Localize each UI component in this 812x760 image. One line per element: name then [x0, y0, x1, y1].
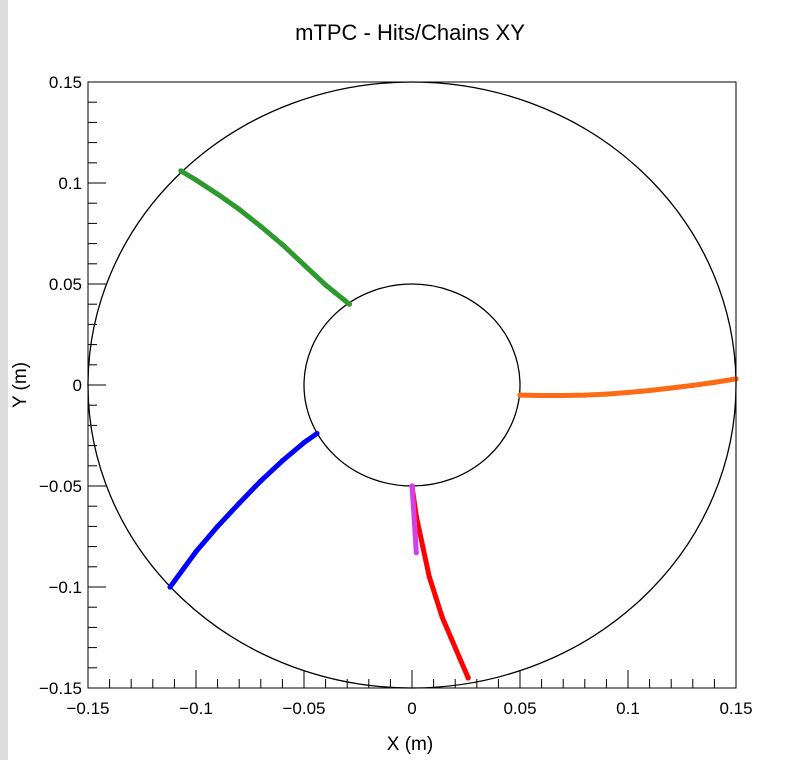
- data-point: [465, 675, 471, 681]
- x-tick-label: −0.05: [282, 699, 325, 718]
- data-point: [690, 382, 696, 389]
- data-point: [314, 430, 320, 437]
- x-tick-label: 0.1: [616, 699, 640, 718]
- data-point: [539, 392, 545, 399]
- data-point: [647, 387, 653, 394]
- inner-circle: [303, 283, 521, 487]
- x-tick-label: 0.05: [503, 699, 536, 718]
- data-point: [178, 168, 184, 174]
- axes-layer: −0.15 −0.1 −0.05 0 0.05 0.1 0.15 −0.15 −0.1 −0.05…: [39, 73, 753, 718]
- data-point: [711, 379, 718, 385]
- data-point: [582, 392, 588, 398]
- data-point: [236, 500, 242, 506]
- data-point: [560, 392, 566, 399]
- data-point: [215, 523, 221, 530]
- y-axis-label: Y (m): [10, 362, 31, 408]
- data-point: [412, 531, 418, 538]
- x-tick-label: 0: [407, 699, 416, 718]
- data-point: [236, 206, 242, 212]
- data-point: [517, 392, 523, 398]
- chart-title: mTPC - Hits/Chains XY: [295, 20, 525, 45]
- series-line-4: [409, 483, 471, 681]
- data-point: [193, 549, 199, 555]
- y-tick-label: −0.05: [39, 477, 82, 496]
- data-point: [215, 191, 221, 197]
- x-tick-label: −0.15: [66, 699, 109, 718]
- data-point: [603, 391, 610, 397]
- plot-pad: [8, 0, 812, 760]
- data-point: [439, 614, 445, 620]
- y-tick-label: −0.15: [39, 679, 82, 698]
- data-point: [279, 242, 285, 248]
- data-point: [448, 634, 454, 641]
- data-point: [258, 223, 264, 230]
- data-point: [410, 499, 416, 505]
- y-tick-label: 0.1: [58, 174, 82, 193]
- data-point: [301, 439, 307, 446]
- data-point: [279, 458, 285, 464]
- data-point: [193, 177, 199, 183]
- data-point: [323, 282, 329, 288]
- data-point: [426, 574, 432, 580]
- series-layer: [167, 168, 739, 681]
- y-tick-label: 0.15: [49, 73, 82, 92]
- x-tick-label: 0.15: [719, 699, 752, 718]
- y-tick-label: −0.1: [48, 578, 82, 597]
- data-point: [420, 544, 426, 550]
- y-tick-label: 0: [73, 376, 82, 395]
- data-point: [258, 478, 264, 484]
- data-point: [409, 483, 415, 489]
- y-tick-label: 0.05: [49, 275, 82, 294]
- data-point: [167, 584, 173, 590]
- x-axis-label: X (m): [387, 734, 433, 755]
- data-point: [456, 655, 463, 661]
- data-point: [433, 594, 439, 600]
- data-point: [411, 515, 417, 521]
- x-tick-label: −0.1: [179, 699, 213, 718]
- data-point: [346, 301, 352, 307]
- data-point: [668, 385, 674, 391]
- series-line-3: [167, 431, 320, 590]
- data-point: [301, 262, 307, 268]
- data-point: [625, 389, 631, 396]
- data-point: [413, 550, 419, 556]
